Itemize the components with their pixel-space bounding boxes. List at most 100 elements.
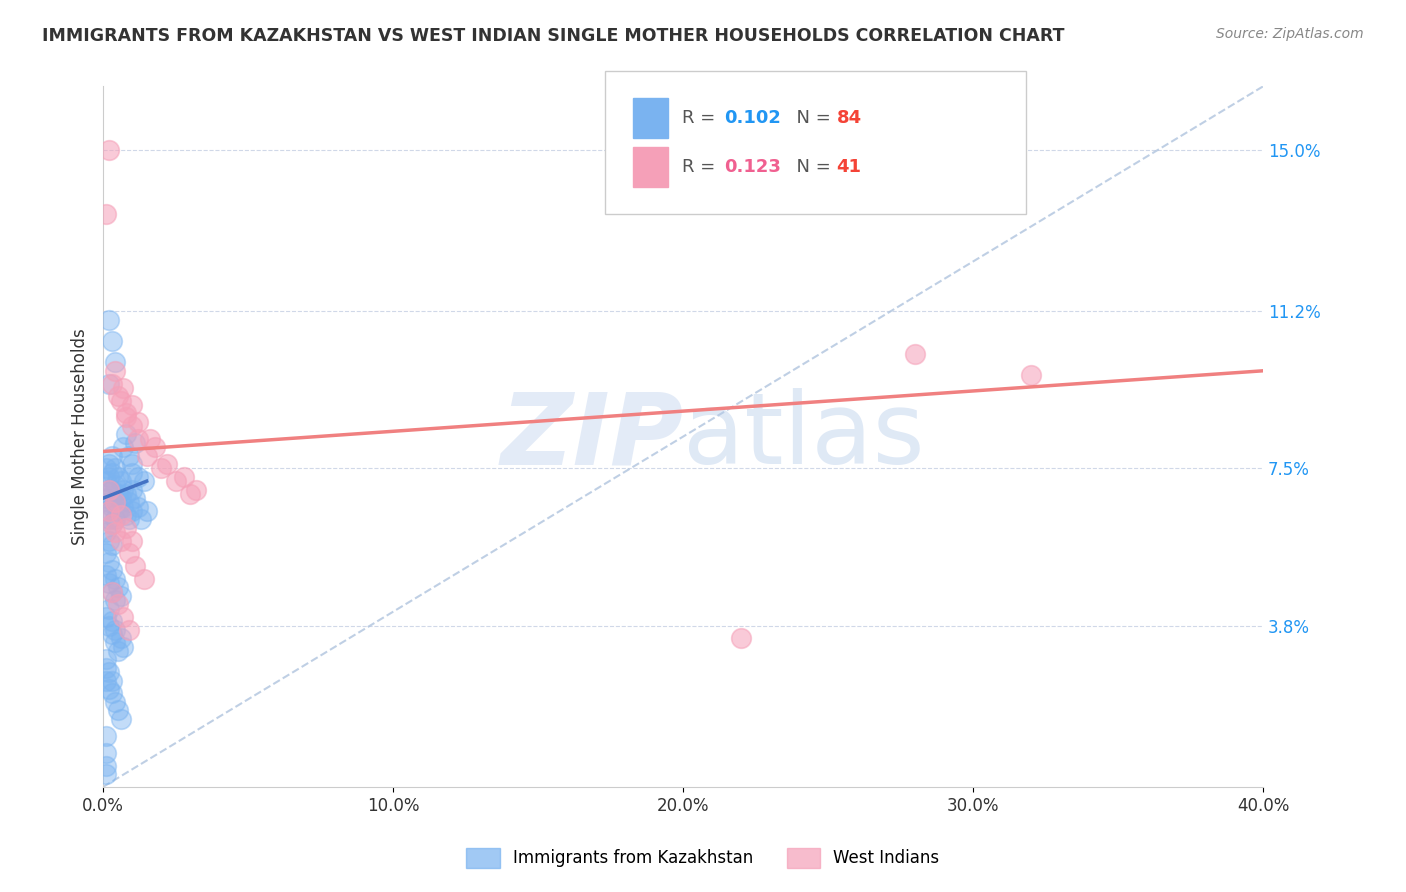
Point: [94, 567, 117, 582]
Point: [101, 466, 124, 480]
Point: [121, 533, 143, 548]
Point: [97, 495, 120, 509]
Point: [110, 632, 132, 646]
Text: IMMIGRANTS FROM KAZAKHSTAN VS WEST INDIAN SINGLE MOTHER HOUSEHOLDS CORRELATION C: IMMIGRANTS FROM KAZAKHSTAN VS WEST INDIA…: [42, 27, 1064, 45]
Point: [94, 474, 117, 488]
Point: [124, 436, 146, 450]
Point: [124, 491, 146, 505]
Point: [107, 470, 129, 484]
Point: [1019, 368, 1042, 382]
Point: [121, 398, 143, 412]
Point: [94, 207, 117, 221]
Point: [115, 521, 138, 535]
Point: [115, 406, 138, 420]
Text: N =: N =: [785, 109, 837, 127]
Point: [94, 746, 117, 760]
Point: [104, 512, 127, 526]
Text: R =: R =: [682, 158, 721, 176]
Point: [104, 572, 127, 586]
Point: [101, 627, 124, 641]
Point: [132, 572, 155, 586]
Point: [115, 487, 138, 501]
Text: 84: 84: [837, 109, 862, 127]
Text: 0.123: 0.123: [724, 158, 780, 176]
Point: [101, 584, 124, 599]
Point: [104, 495, 127, 509]
Point: [97, 665, 120, 680]
Point: [94, 758, 117, 772]
Point: [156, 457, 179, 471]
Point: [101, 686, 124, 700]
Point: [94, 652, 117, 666]
Point: [124, 559, 146, 574]
Point: [118, 512, 141, 526]
Point: [110, 474, 132, 488]
Point: [730, 632, 752, 646]
Text: R =: R =: [682, 109, 721, 127]
Point: [104, 695, 127, 709]
Point: [104, 478, 127, 492]
Point: [107, 389, 129, 403]
Point: [97, 483, 120, 497]
Point: [107, 504, 129, 518]
Text: ZIP: ZIP: [501, 388, 683, 485]
Point: [97, 682, 120, 697]
Point: [121, 457, 143, 471]
Point: [101, 483, 124, 497]
Point: [107, 644, 129, 658]
Point: [127, 432, 149, 446]
Point: [118, 623, 141, 637]
Point: [101, 538, 124, 552]
Text: Source: ZipAtlas.com: Source: ZipAtlas.com: [1216, 27, 1364, 41]
Point: [97, 533, 120, 548]
Point: [101, 376, 124, 391]
Point: [143, 440, 166, 454]
Point: [104, 355, 127, 369]
Point: [97, 504, 120, 518]
Point: [101, 673, 124, 688]
Point: [110, 712, 132, 726]
Point: [97, 601, 120, 615]
Point: [94, 461, 117, 475]
Point: [94, 673, 117, 688]
Point: [97, 376, 120, 391]
Point: [135, 449, 157, 463]
Point: [101, 614, 124, 628]
Point: [904, 347, 927, 361]
Point: [107, 597, 129, 611]
Point: [121, 466, 143, 480]
Point: [110, 589, 132, 603]
Point: [135, 504, 157, 518]
Point: [94, 546, 117, 560]
Point: [107, 487, 129, 501]
Point: [101, 500, 124, 514]
Text: 0.102: 0.102: [724, 109, 780, 127]
Point: [132, 474, 155, 488]
Point: [94, 525, 117, 540]
Point: [94, 767, 117, 781]
Point: [150, 461, 173, 475]
Point: [112, 640, 135, 654]
Point: [110, 533, 132, 548]
Point: [127, 415, 149, 429]
Point: [173, 470, 195, 484]
Point: [110, 393, 132, 408]
Point: [127, 470, 149, 484]
Point: [94, 491, 117, 505]
Point: [97, 618, 120, 632]
Point: [101, 449, 124, 463]
Point: [104, 364, 127, 378]
Text: atlas: atlas: [683, 388, 925, 485]
Point: [118, 449, 141, 463]
Point: [101, 334, 124, 348]
Point: [112, 440, 135, 454]
Point: [101, 516, 124, 531]
Point: [97, 483, 120, 497]
Point: [104, 525, 127, 540]
Point: [121, 504, 143, 518]
Point: [115, 410, 138, 425]
Point: [94, 661, 117, 675]
Text: 41: 41: [837, 158, 862, 176]
Point: [118, 546, 141, 560]
Legend: Immigrants from Kazakhstan, West Indians: Immigrants from Kazakhstan, West Indians: [460, 841, 946, 875]
